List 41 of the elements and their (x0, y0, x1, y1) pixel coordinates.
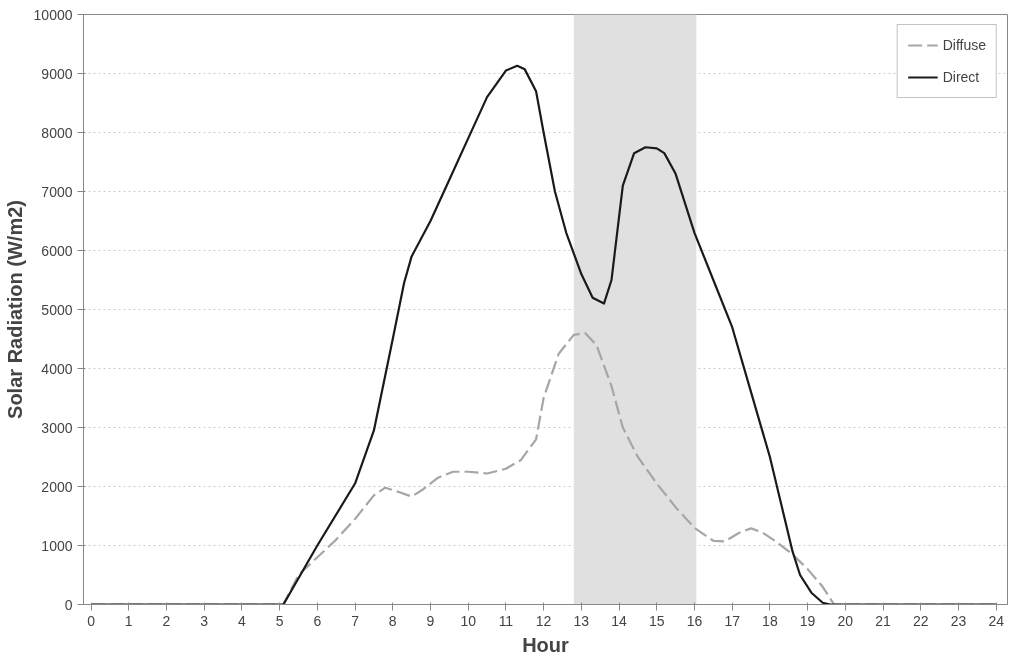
x-tick-label: 18 (762, 612, 778, 629)
x-tick-label: 19 (799, 612, 816, 629)
x-tick-label: 15 (648, 612, 665, 629)
y-tick-label: 6000 (41, 242, 73, 259)
x-tick-label: 12 (535, 612, 552, 629)
y-tick-label: 7000 (41, 183, 73, 200)
line-series (89, 64, 998, 605)
legend-label: Diffuse (942, 37, 986, 53)
x-tick-label: 14 (611, 612, 628, 629)
x-tick-label: 3 (200, 612, 209, 629)
y-tick-label: 2000 (41, 478, 73, 495)
x-tick-label: 13 (573, 612, 590, 629)
x-tick-label: 0 (87, 612, 96, 629)
y-tick-label: 4000 (41, 360, 73, 377)
x-tick-label: 11 (498, 612, 514, 629)
x-tick-label: 5 (275, 612, 284, 629)
x-tick-label: 24 (988, 612, 1005, 629)
x-tick-label: 21 (875, 612, 892, 629)
x-tick-label: 1 (124, 612, 133, 629)
x-tick-label: 20 (837, 612, 854, 629)
legend-label: Direct (942, 69, 980, 85)
x-axis-title: Hour (522, 633, 570, 656)
x-tick-label: 2 (162, 612, 171, 629)
y-tick-label: 0 (64, 596, 73, 613)
x-tick-label: 17 (724, 612, 741, 629)
x-tick-label: 6 (313, 612, 322, 629)
y-tick-label: 1000 (41, 537, 73, 554)
x-tick-label: 8 (388, 612, 397, 629)
y-tick-label: 3000 (41, 419, 73, 436)
x-tick-label: 7 (351, 612, 360, 629)
y-tick-label: 10000 (33, 6, 73, 23)
y-tick-label: 9000 (41, 65, 73, 82)
x-tick-label: 16 (686, 612, 703, 629)
x-tick-label: 9 (426, 612, 435, 629)
y-tick-label: 5000 (41, 301, 73, 318)
x-tick-label: 4 (238, 612, 247, 629)
y-axis-title: Solar Radiation (W/m2) (3, 200, 26, 419)
x-tick-label: 23 (950, 612, 967, 629)
x-tick-label: 22 (912, 612, 929, 629)
x-tick-label: 10 (460, 612, 477, 629)
y-tick-label: 8000 (41, 124, 73, 141)
